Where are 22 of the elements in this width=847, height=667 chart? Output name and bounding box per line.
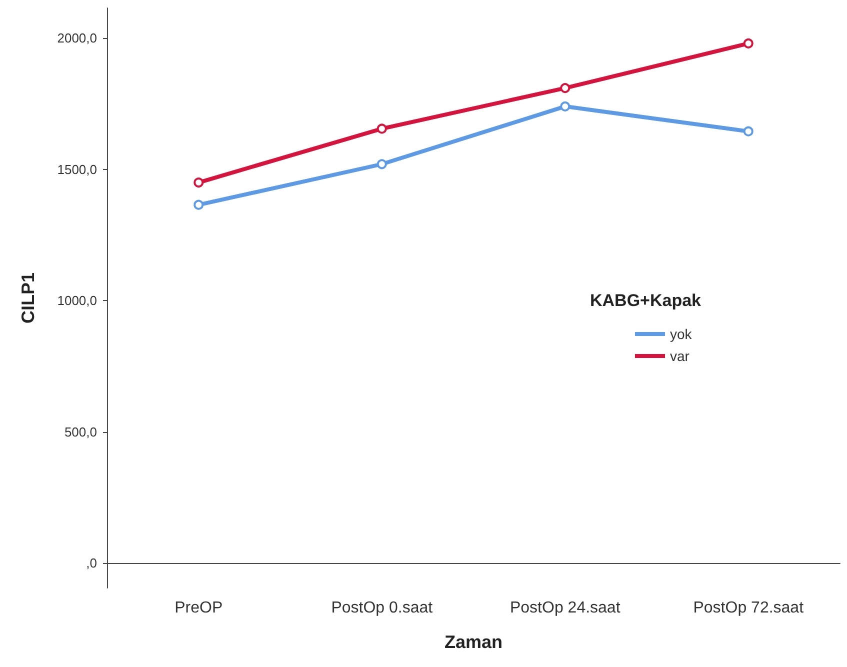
y-tick-label: 2000,0	[57, 30, 97, 46]
y-tick-label: 1500,0	[57, 162, 97, 177]
x-tick-label: PostOp 24.saat	[510, 600, 621, 616]
x-tick-label: PostOp 72.saat	[693, 600, 804, 616]
point	[194, 200, 204, 210]
x-tick-label: PreOP	[174, 600, 223, 616]
y-tick-label: 1000,0	[57, 293, 97, 308]
point	[560, 101, 570, 112]
y-tick-label: ,0	[86, 556, 97, 571]
point	[194, 178, 204, 188]
y-tick-label: 500,0	[64, 424, 97, 440]
x-tick-label: PostOp 0.saat	[331, 600, 434, 616]
x-axis-title: Zaman	[444, 632, 503, 652]
legend-title: KABG+Kapak	[590, 291, 702, 310]
point	[376, 124, 387, 134]
point	[560, 83, 570, 94]
point	[743, 126, 754, 136]
legend-label: yok	[670, 326, 693, 342]
point	[743, 38, 754, 48]
y-axis-title: CILP1	[18, 272, 38, 324]
legend-label: var	[670, 348, 690, 364]
point	[376, 159, 387, 170]
